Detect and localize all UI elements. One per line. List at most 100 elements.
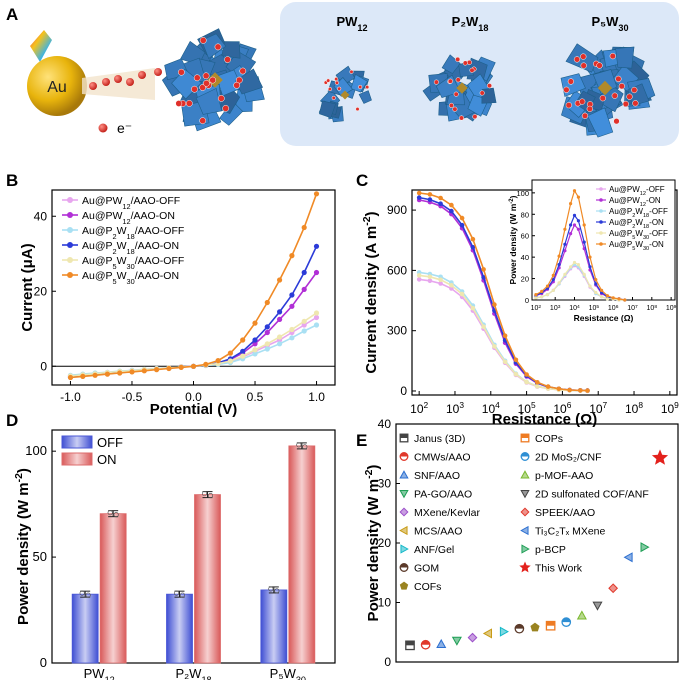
- x-tick-label: 0.0: [185, 390, 202, 404]
- y-tick-label: 10: [378, 596, 392, 610]
- panel-d-letter: D: [6, 411, 18, 430]
- scatter-marker-fill: [515, 624, 524, 629]
- data-point: [277, 316, 283, 322]
- inset-data-point: [551, 273, 555, 277]
- oxygen-atom: [466, 59, 472, 65]
- y-tick-label: 0: [400, 384, 407, 398]
- x-tick-label: 105: [518, 400, 536, 416]
- panel-e-letter: E: [356, 431, 367, 450]
- inset-data-point: [534, 296, 538, 300]
- data-point: [416, 190, 422, 196]
- panel-a-letter: A: [6, 5, 18, 24]
- replicate-point: [296, 442, 302, 448]
- inset-data-point: [557, 263, 561, 267]
- inset-data-point: [572, 260, 577, 265]
- inset-x-tick-label: 104: [569, 304, 580, 313]
- inset-legend-label: Au@P5W30-OFF: [609, 229, 668, 241]
- inset-data-point: [600, 288, 604, 292]
- data-point: [301, 224, 307, 231]
- data-point: [556, 386, 562, 392]
- cluster-p5w30: [560, 43, 656, 138]
- inset-data-point: [588, 265, 592, 269]
- data-point: [301, 322, 307, 328]
- data-point: [277, 341, 283, 347]
- cluster-title: P₅W30: [591, 14, 628, 33]
- data-point: [301, 318, 307, 324]
- x-tick-label: -1.0: [60, 390, 81, 404]
- oxygen-atom: [334, 80, 339, 85]
- legend-marker: [399, 525, 408, 536]
- legend-label: OFF: [97, 435, 123, 450]
- replicate-point: [268, 586, 274, 592]
- oxygen-atom: [222, 105, 230, 112]
- x-tick-label: 104: [482, 400, 500, 416]
- electron-dot: [114, 75, 122, 83]
- data-point: [252, 351, 258, 357]
- data-point: [470, 305, 476, 311]
- inset-data-point: [563, 272, 567, 276]
- central-heteroatom: [597, 80, 613, 96]
- oxygen-atom: [331, 95, 336, 100]
- oxygen-atom: [615, 75, 622, 83]
- series-line: [70, 272, 318, 378]
- data-point: [252, 341, 258, 347]
- y-tick-label: 40: [378, 417, 392, 431]
- legend-label: p-MOF-AAO: [535, 470, 593, 482]
- inset-x-tick-label: 103: [550, 304, 561, 313]
- plot-frame: [51, 429, 336, 664]
- inset-x-axis-title: Resistance (Ω): [574, 313, 634, 323]
- comparison-scatter-chart: 0 10 20 30 40 Janus (3D) CMWs/AAO SNF/AAO PA-GO/…: [363, 417, 679, 669]
- inset-x-tick-label: 106: [608, 304, 619, 313]
- scatter-marker: [499, 626, 509, 637]
- y-axis-title: Current density (A m-2): [361, 211, 380, 373]
- legend-marker-fill: [400, 434, 408, 438]
- x-category-label: P₅W30: [270, 666, 306, 680]
- data-point: [92, 372, 98, 378]
- replicate-point: [113, 512, 119, 518]
- scatter-marker: [651, 449, 669, 465]
- replicate-point: [302, 444, 308, 450]
- oxygen-atom: [199, 84, 207, 91]
- legend-label: SNF/AAO: [414, 470, 460, 482]
- oxygen-atom: [191, 85, 198, 93]
- data-point: [313, 314, 320, 321]
- replicate-point: [179, 592, 186, 598]
- data-point: [252, 337, 258, 343]
- inset-data-point: [582, 223, 586, 227]
- data-point: [289, 326, 295, 333]
- data-point: [80, 373, 86, 379]
- inset-data-point: [605, 297, 610, 301]
- cluster-title: P₂W18: [452, 14, 489, 33]
- y-tick-label: 0: [40, 655, 47, 670]
- inset-data-point: [576, 263, 581, 267]
- x-tick-label: 103: [446, 400, 464, 416]
- inset-data-point: [551, 288, 555, 292]
- inset-legend-marker: [599, 220, 603, 224]
- scatter-marker: [592, 601, 603, 611]
- inset-x-tick-label: 108: [647, 304, 658, 313]
- inset-data-point: [569, 202, 573, 206]
- inset-data-point: [563, 227, 567, 231]
- legend-label: ANF/Gel: [414, 544, 454, 556]
- legend-label: Au@PW12/AAO-OFF: [82, 195, 180, 211]
- oxygen-atom: [214, 43, 222, 51]
- data-point: [240, 348, 246, 354]
- legend-label: ON: [97, 452, 117, 467]
- inset-data-point: [563, 249, 567, 253]
- data-point: [438, 195, 443, 201]
- central-heteroatom: [456, 82, 468, 94]
- oxygen-atom: [462, 60, 468, 66]
- oxygen-atom: [565, 102, 572, 109]
- oxygen-atom: [209, 76, 217, 84]
- panel-c-letter: C: [356, 171, 368, 190]
- oxygen-atom: [453, 91, 459, 97]
- legend-label: SPEEK/AAO: [535, 507, 595, 519]
- scatter-marker-fill: [405, 641, 415, 646]
- scatter-marker: [623, 552, 633, 563]
- data-point: [313, 269, 320, 276]
- data-point: [449, 283, 454, 288]
- oxygen-atom: [479, 90, 485, 96]
- data-point: [438, 281, 443, 286]
- inset-data-point: [582, 272, 586, 276]
